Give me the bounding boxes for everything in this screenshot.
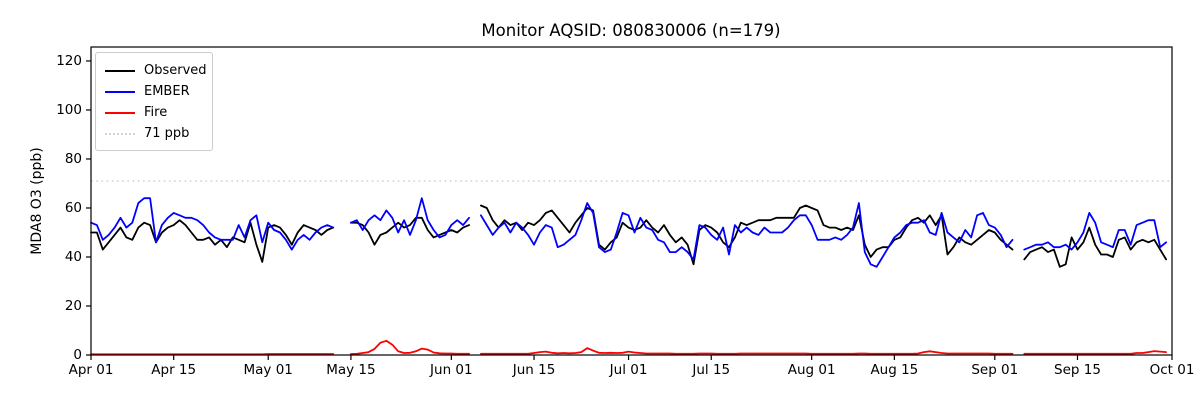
y-tick-label: 100 bbox=[56, 102, 82, 118]
x-tick-label: May 15 bbox=[326, 362, 375, 378]
legend-item-fire: Fire bbox=[105, 102, 203, 123]
x-tick-label: Apr 01 bbox=[69, 362, 114, 378]
y-axis-label: MDA8 O3 (ppb) bbox=[29, 147, 45, 255]
y-tick-label: 40 bbox=[65, 249, 82, 265]
x-tick-label: May 01 bbox=[244, 362, 293, 378]
observed-line-swatch bbox=[105, 69, 135, 72]
series-observed-line bbox=[90, 204, 1167, 268]
x-tick-label: Aug 15 bbox=[870, 362, 918, 378]
y-tick-label: 120 bbox=[56, 53, 82, 69]
legend: Observed EMBER Fire 71 ppb bbox=[95, 52, 213, 151]
x-tick-label: Sep 01 bbox=[971, 362, 1018, 378]
x-tick-label: Jul 15 bbox=[691, 362, 730, 378]
series-fire-line bbox=[90, 339, 1167, 356]
y-tick-label: 80 bbox=[65, 151, 82, 167]
x-tick-label: Aug 01 bbox=[788, 362, 836, 378]
legend-item-observed: Observed bbox=[105, 60, 207, 81]
fire-line-swatch bbox=[105, 111, 135, 114]
chart-title: Monitor AQSID: 080830006 (n=179) bbox=[481, 21, 780, 40]
legend-label-fire: Fire bbox=[144, 105, 168, 120]
threshold-line-swatch bbox=[105, 132, 135, 135]
y-tick-label: 60 bbox=[65, 200, 82, 216]
x-tick-label: Apr 15 bbox=[151, 362, 196, 378]
x-tick-label: Oct 01 bbox=[1150, 362, 1195, 378]
y-tick-label: 20 bbox=[65, 298, 82, 314]
x-tick-label: Jun 01 bbox=[429, 362, 473, 378]
x-tick-label: Sep 15 bbox=[1054, 362, 1101, 378]
legend-label-threshold: 71 ppb bbox=[144, 126, 190, 141]
legend-label-ember: EMBER bbox=[144, 84, 190, 99]
legend-item-threshold: 71 ppb bbox=[105, 123, 203, 144]
axis-frame bbox=[90, 46, 1173, 356]
ember-line-swatch bbox=[105, 90, 135, 93]
y-tick-label: 0 bbox=[73, 347, 82, 363]
series-ember-line bbox=[90, 197, 1167, 268]
legend-item-ember: EMBER bbox=[105, 81, 203, 102]
x-tick-label: Jul 01 bbox=[609, 362, 648, 378]
legend-label-observed: Observed bbox=[144, 63, 207, 78]
x-tick-label: Jun 15 bbox=[512, 362, 556, 378]
